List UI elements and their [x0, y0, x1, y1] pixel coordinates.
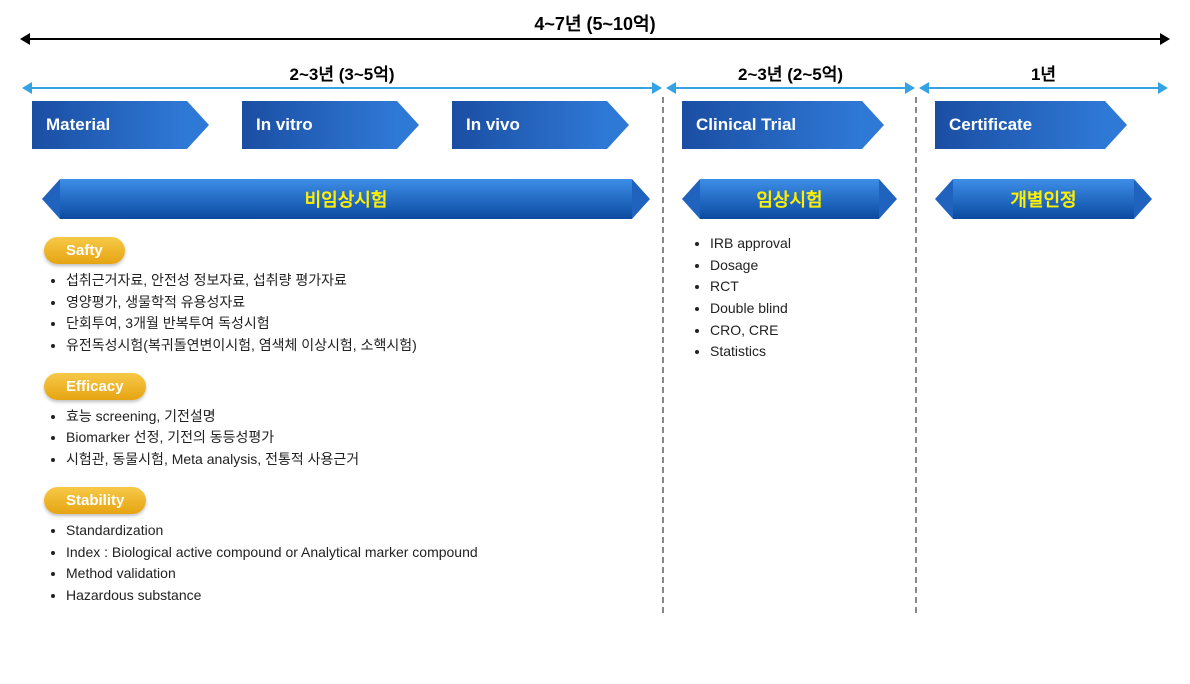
timeline-total-label: 4~7년 (5~10억): [20, 10, 1170, 36]
list-item: Biomarker 선정, 기전의 동등성평가: [66, 427, 662, 449]
phase-certificate-label: 개별인정: [1010, 186, 1076, 212]
stage-clinical-trial-label: Clinical Trial: [696, 115, 796, 135]
timeline-total: 4~7년 (5~10억): [20, 10, 1170, 40]
phase-clinical-label: 임상시험: [756, 186, 822, 212]
timeline-seg-2-label: 1년: [919, 60, 1168, 85]
stage-material-label: Material: [46, 115, 110, 135]
stage-in-vivo-label: In vivo: [466, 115, 520, 135]
phase-clinical: 임상시험: [700, 179, 879, 219]
stage-clinical-trial: Clinical Trial: [682, 101, 862, 149]
timeline-seg-0-arrow: [22, 87, 662, 89]
list-item: Index : Biological active compound or An…: [66, 542, 662, 564]
pill-safety: Safty: [44, 237, 125, 264]
timeline-seg-0-label: 2~3년 (3~5억): [22, 60, 662, 85]
stage-material: Material: [32, 101, 187, 149]
timeline-seg-1-arrow: [666, 87, 915, 89]
stage-in-vitro: In vitro: [242, 101, 397, 149]
pill-stability: Stability: [44, 487, 146, 514]
stage-row-preclinical: Material In vitro In vivo: [20, 101, 662, 149]
list-stability: Standardization Index : Biological activ…: [48, 520, 662, 607]
main-columns: Material In vitro In vivo 비임상시험: [20, 97, 1170, 613]
stage-row-clinical: Clinical Trial: [664, 101, 915, 149]
list-item: 단회투여, 3개월 반복투여 독성시험: [66, 313, 662, 335]
stage-certificate-label: Certificate: [949, 115, 1032, 135]
pill-efficacy: Efficacy: [44, 373, 146, 400]
list-efficacy: 효능 screening, 기전설명 Biomarker 선정, 기전의 동등성…: [48, 406, 662, 471]
list-safety: 섭취근거자료, 안전성 정보자료, 섭취량 평가자료 영양평가, 생물학적 유용…: [48, 270, 662, 357]
phase-certificate: 개별인정: [953, 179, 1134, 219]
list-item: Double blind: [710, 298, 915, 320]
list-clinical: IRB approval Dosage RCT Double blind CRO…: [692, 233, 915, 363]
list-item: Dosage: [710, 255, 915, 277]
stage-row-cert: Certificate: [917, 101, 1170, 149]
preclinical-sections: Safty 섭취근거자료, 안전성 정보자료, 섭취량 평가자료 영양평가, 생…: [20, 227, 662, 607]
list-item: 영양평가, 생물학적 유용성자료: [66, 292, 662, 314]
col-clinical: Clinical Trial 임상시험 IRB approval Dosage …: [664, 97, 917, 613]
list-item: 효능 screening, 기전설명: [66, 406, 662, 428]
stage-in-vitro-label: In vitro: [256, 115, 313, 135]
timeline-seg-2-arrow: [919, 87, 1168, 89]
phase-row-preclinical: 비임상시험: [20, 179, 662, 219]
list-item: Hazardous substance: [66, 585, 662, 607]
list-item: CRO, CRE: [710, 320, 915, 342]
phase-preclinical-label: 비임상시험: [305, 186, 388, 212]
col-preclinical: Material In vitro In vivo 비임상시험: [20, 97, 664, 613]
list-item: Method validation: [66, 563, 662, 585]
list-item: 시험관, 동물시험, Meta analysis, 전통적 사용근거: [66, 449, 662, 471]
list-item: 유전독성시험(복귀돌연변이시험, 염색체 이상시험, 소핵시험): [66, 335, 662, 357]
list-item: RCT: [710, 276, 915, 298]
phase-row-cert: 개별인정: [917, 179, 1170, 219]
phase-row-clinical: 임상시험: [664, 179, 915, 219]
col-certificate: Certificate 개별인정: [917, 97, 1170, 613]
timeline-segments: 2~3년 (3~5억) 2~3년 (2~5억) 1년: [20, 60, 1170, 89]
list-item: 섭취근거자료, 안전성 정보자료, 섭취량 평가자료: [66, 270, 662, 292]
list-item: IRB approval: [710, 233, 915, 255]
stage-certificate: Certificate: [935, 101, 1105, 149]
phase-preclinical: 비임상시험: [60, 179, 632, 219]
timeline-total-arrow: [20, 38, 1170, 40]
list-item: Statistics: [710, 341, 915, 363]
timeline-seg-1-label: 2~3년 (2~5억): [666, 60, 915, 85]
stage-in-vivo: In vivo: [452, 101, 607, 149]
list-item: Standardization: [66, 520, 662, 542]
